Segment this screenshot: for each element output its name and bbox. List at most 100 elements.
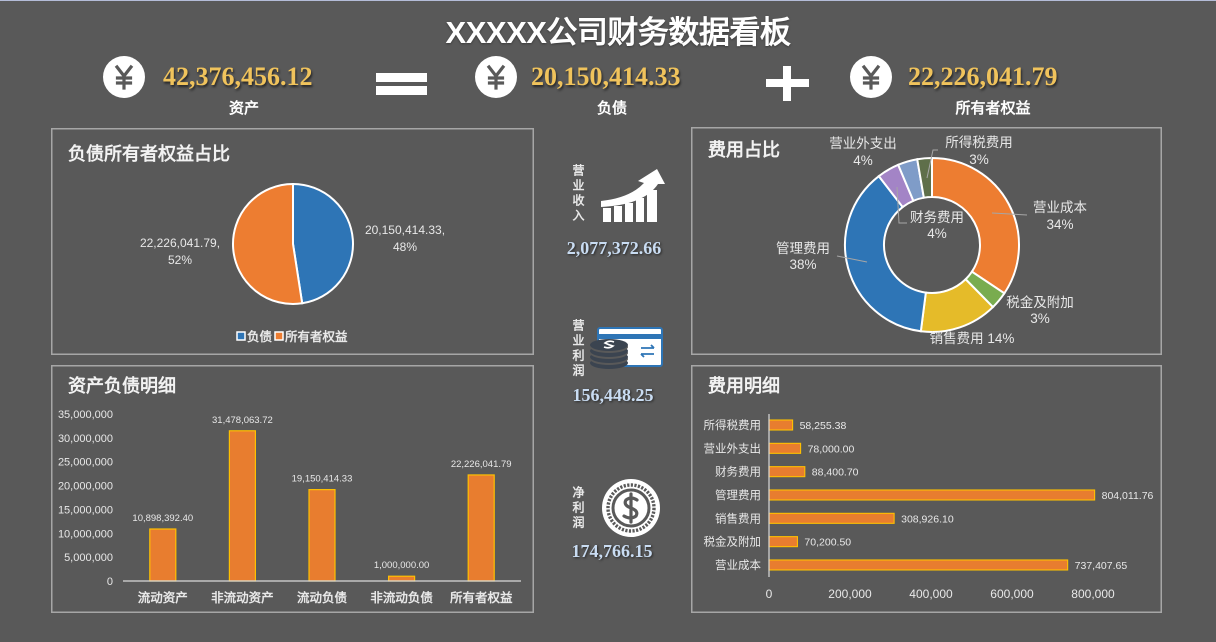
donut-category-label: 财务费用 xyxy=(910,210,964,225)
data-label-percent: 52% xyxy=(168,253,192,267)
y-category-label: 营业外支出 xyxy=(704,441,762,455)
kpi-label: 净利润 xyxy=(571,486,585,531)
x-tick-label: 200,000 xyxy=(828,587,872,601)
y-tick-label: 10,000,000 xyxy=(58,528,113,540)
data-label-value: 22,226,041.79, xyxy=(140,236,220,250)
donut-slice-3 xyxy=(844,174,927,333)
y-tick-label: 15,000,000 xyxy=(58,504,113,516)
data-label-value: 20,150,414.33, xyxy=(365,223,445,237)
bar-value-label: 70,200.50 xyxy=(804,537,851,549)
bar xyxy=(768,559,1069,571)
bar-value-label: 31,478,063.72 xyxy=(212,415,273,426)
bar-value-label: 737,407.65 xyxy=(1075,560,1128,572)
donut-percent-label: 4% xyxy=(927,226,947,241)
x-tick-label: 0 xyxy=(766,587,773,601)
panel-expense-share[interactable]: 费用占比 营业成本 34% 税金及附加 3% 销售费用 14% 管理费用 38% 财务费用 4%… xyxy=(691,127,1162,355)
bar-value-label: 19,150,414.33 xyxy=(292,474,353,485)
panel-title: 费用占比 xyxy=(708,140,780,160)
card-coins-icon xyxy=(590,327,663,369)
panel-title: 负债所有者权益占比 xyxy=(68,144,230,164)
donut-percent-label: 3% xyxy=(969,152,989,167)
pie-slice-1 xyxy=(232,182,304,305)
bar-value-label: 78,000.00 xyxy=(808,443,855,455)
window-top-border xyxy=(0,0,1216,1)
x-category-label: 流动资产 xyxy=(138,590,188,605)
liabilities-label: 负债 xyxy=(596,100,627,117)
leader-line xyxy=(991,212,1028,216)
panel-expense-detail[interactable]: 费用明细 所得税费用 58,255.38 营业外支出 78,000.00 财务费用 88,… xyxy=(691,365,1162,613)
y-tick-label: 20,000,000 xyxy=(58,481,113,493)
kpi-label: 营业收入 xyxy=(571,164,585,224)
x-category-label: 所有者权益 xyxy=(450,590,513,605)
bar xyxy=(768,512,895,524)
y-tick-label: 35,000,000 xyxy=(58,409,113,421)
panel-title: 资产负债明细 xyxy=(68,376,176,396)
y-tick-label: 30,000,000 xyxy=(58,433,113,445)
bar xyxy=(768,536,798,548)
x-tick-label: 800,000 xyxy=(1071,587,1115,601)
donut-percent-label: 3% xyxy=(1030,311,1050,326)
dashboard-title: XXXXX公司财务数据看板 xyxy=(445,15,791,50)
leader-line xyxy=(836,255,868,263)
bar-value-label: 88,400.70 xyxy=(812,467,859,479)
yen-icon xyxy=(475,56,517,98)
dollar-coin-icon xyxy=(602,479,660,537)
y-category-label: 管理费用 xyxy=(715,488,761,502)
donut-category-label: 所得税费用 xyxy=(945,134,1013,150)
y-tick-label: 5,000,000 xyxy=(64,552,113,564)
panel-liability-equity-share[interactable]: 负债所有者权益占比 20,150,414.33, 48% 22,226,041.79… xyxy=(51,128,534,355)
donut-category-label: 营业外支出 xyxy=(829,136,897,151)
legend-swatch xyxy=(236,331,246,341)
balance-detail-bar-chart: 0 5,000,000 10,000,000 15,000,000 20,000,000… xyxy=(58,409,521,605)
expense-detail-bar-chart: 所得税费用 58,255.38 营业外支出 78,000.00 财务费用 88,400.7… xyxy=(704,414,1154,601)
x-tick-label: 600,000 xyxy=(990,587,1034,601)
bar xyxy=(768,442,802,454)
x-category-label: 流动负债 xyxy=(297,590,348,605)
legend-label: 所有者权益 xyxy=(285,329,348,344)
yen-icon xyxy=(850,56,892,98)
liabilities-value: 20,150,414.33 xyxy=(531,62,681,91)
x-tick-label: 400,000 xyxy=(909,587,953,601)
legend-label: 负债 xyxy=(247,329,273,344)
equity-value: 22,226,041.79 xyxy=(908,62,1058,91)
bar xyxy=(768,466,806,478)
x-category-label: 非流动负债 xyxy=(370,590,433,605)
assets-label: 资产 xyxy=(228,100,259,117)
donut-category-label: 销售费用 14% xyxy=(930,331,1015,346)
liability-equity-pie-chart: 20,150,414.33, 48% 22,226,041.79, 52% 负债 所有者权… xyxy=(140,182,445,344)
trend-up-chart-icon xyxy=(601,169,665,222)
donut-percent-label: 38% xyxy=(789,257,816,272)
donut-slice-0 xyxy=(931,156,1020,295)
donut-category-label: 管理费用 xyxy=(776,241,830,256)
bar xyxy=(228,430,256,582)
y-tick-label: 25,000,000 xyxy=(58,457,113,469)
donut-category-label: 营业成本 xyxy=(1033,200,1087,215)
donut-slice-6 xyxy=(916,156,933,199)
bar-value-label: 308,926.10 xyxy=(901,513,954,525)
bar-value-label: 804,011.76 xyxy=(1102,490,1154,502)
bar xyxy=(388,575,416,582)
bar xyxy=(467,474,495,582)
bar-value-label: 1,000,000.00 xyxy=(374,560,429,571)
y-category-label: 财务费用 xyxy=(715,465,761,479)
bar xyxy=(308,489,336,582)
y-category-label: 所得税费用 xyxy=(704,418,762,432)
donut-percent-label: 4% xyxy=(853,153,873,168)
kpi-label: 营业利润 xyxy=(571,319,585,379)
donut-category-label: 税金及附加 xyxy=(1006,295,1074,310)
assets-value: 42,376,456.12 xyxy=(163,62,313,91)
bar xyxy=(149,528,177,582)
leader-line xyxy=(896,186,907,224)
kpi-value: 2,077,372.66 xyxy=(566,238,662,258)
y-category-label: 营业成本 xyxy=(715,558,761,572)
panel-title: 费用明细 xyxy=(708,376,780,396)
x-category-label: 非流动资产 xyxy=(211,590,274,605)
kpi-value: 174,766.15 xyxy=(571,541,653,561)
panel-balance-detail[interactable]: 资产负债明细 0 5,000,000 10,000,000 15,000,000 20,… xyxy=(51,365,534,613)
y-category-label: 销售费用 xyxy=(715,511,761,525)
bar xyxy=(768,419,794,431)
y-tick-label: 0 xyxy=(107,576,113,588)
data-label-percent: 48% xyxy=(393,240,417,254)
yen-icon xyxy=(103,56,145,98)
